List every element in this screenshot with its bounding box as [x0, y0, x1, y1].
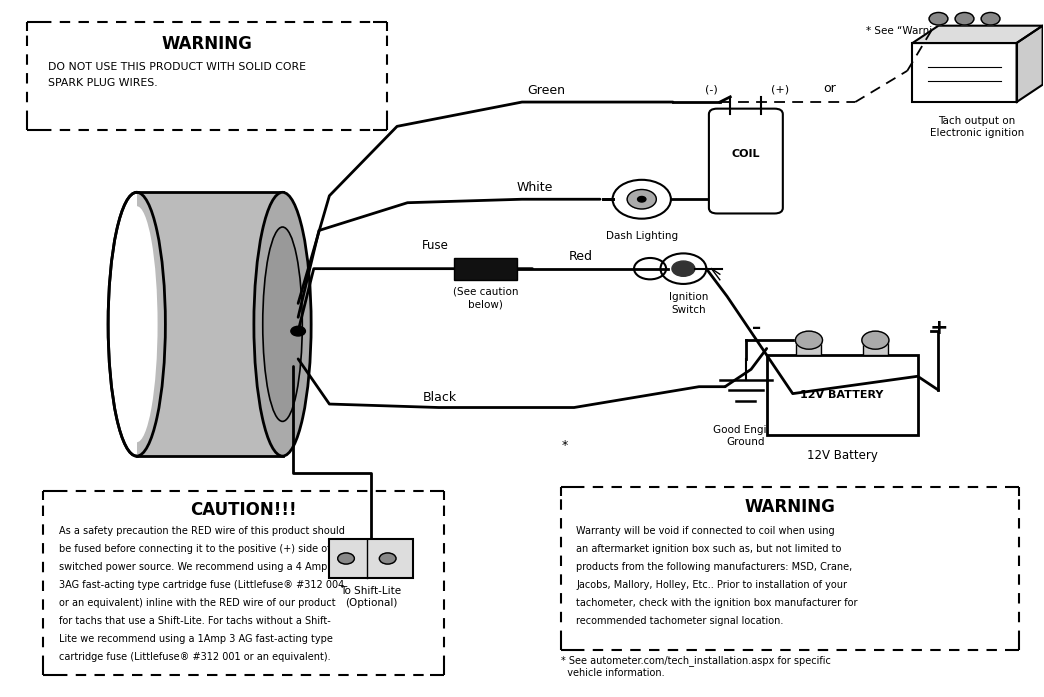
FancyBboxPatch shape: [912, 43, 1017, 102]
Text: recommended tachometer signal location.: recommended tachometer signal location.: [576, 615, 783, 626]
Circle shape: [981, 13, 1000, 25]
Circle shape: [929, 13, 948, 25]
Text: tachometer, check with the ignition box manufacturer for: tachometer, check with the ignition box …: [576, 598, 857, 608]
FancyBboxPatch shape: [709, 109, 783, 213]
Text: Jacobs, Mallory, Holley, Etc.. Prior to installation of your: Jacobs, Mallory, Holley, Etc.. Prior to …: [576, 580, 847, 590]
Text: Ground: Ground: [727, 437, 765, 447]
Text: Green: Green: [527, 84, 565, 97]
Text: White: White: [517, 181, 553, 194]
Ellipse shape: [109, 192, 165, 456]
FancyBboxPatch shape: [454, 258, 517, 279]
Text: * See “Warning” below: * See “Warning” below: [865, 26, 984, 36]
Text: Good Engine: Good Engine: [713, 425, 779, 435]
Text: Ignition: Ignition: [669, 292, 708, 302]
FancyBboxPatch shape: [863, 340, 887, 355]
Text: *: *: [562, 439, 568, 452]
Text: 3AG fast-acting type cartridge fuse (Littlefuse® #312 004: 3AG fast-acting type cartridge fuse (Lit…: [58, 580, 343, 590]
Text: or an equivalent) inline with the RED wire of our product: or an equivalent) inline with the RED wi…: [58, 598, 335, 608]
Text: * See autometer.com/tech_installation.aspx for specific
  vehicle information.: * See autometer.com/tech_installation.as…: [561, 655, 830, 678]
Circle shape: [291, 326, 306, 336]
Text: 12V BATTERY: 12V BATTERY: [801, 390, 884, 400]
Circle shape: [796, 331, 823, 349]
Text: To Shift-Lite: To Shift-Lite: [340, 586, 402, 596]
Ellipse shape: [116, 206, 158, 442]
Text: Fuse: Fuse: [422, 239, 449, 252]
Text: below): below): [468, 299, 503, 309]
Text: Warranty will be void if connected to coil when using: Warranty will be void if connected to co…: [576, 526, 835, 535]
Text: WARNING: WARNING: [162, 35, 253, 53]
Text: Red: Red: [569, 250, 593, 263]
FancyBboxPatch shape: [766, 355, 918, 436]
Text: WARNING: WARNING: [744, 498, 835, 516]
Text: Black: Black: [423, 391, 457, 404]
Polygon shape: [1017, 26, 1043, 102]
Text: Switch: Switch: [671, 305, 706, 315]
Text: switched power source. We recommend using a 4 Amp,: switched power source. We recommend usin…: [58, 562, 330, 572]
Text: 12V Battery: 12V Battery: [807, 449, 878, 462]
Ellipse shape: [263, 227, 303, 422]
Circle shape: [955, 13, 974, 25]
Text: (Optional): (Optional): [345, 599, 397, 608]
Text: (+): (+): [772, 85, 789, 95]
Text: Dash Lighting: Dash Lighting: [606, 231, 678, 241]
Text: Electronic ignition: Electronic ignition: [930, 128, 1024, 139]
Text: –: –: [752, 319, 761, 337]
Text: for tachs that use a Shift-Lite. For tachs without a Shift-: for tachs that use a Shift-Lite. For tac…: [58, 615, 330, 626]
Text: an aftermarket ignition box such as, but not limited to: an aftermarket ignition box such as, but…: [576, 544, 841, 553]
Circle shape: [638, 197, 646, 202]
Circle shape: [627, 190, 657, 209]
Text: CAUTION!!!: CAUTION!!!: [190, 501, 296, 519]
FancyBboxPatch shape: [137, 192, 283, 456]
Ellipse shape: [254, 192, 311, 456]
Circle shape: [337, 553, 354, 564]
Text: Lite we recommend using a 1Amp 3 AG fast-acting type: Lite we recommend using a 1Amp 3 AG fast…: [58, 634, 333, 644]
Text: COIL: COIL: [732, 149, 760, 159]
Circle shape: [672, 261, 695, 276]
Text: As a safety precaution the RED wire of this product should: As a safety precaution the RED wire of t…: [58, 526, 345, 535]
Text: or: or: [823, 82, 835, 95]
Text: +: +: [929, 318, 948, 337]
Circle shape: [862, 331, 888, 349]
Text: be fused before connecting it to the positive (+) side of: be fused before connecting it to the pos…: [58, 544, 330, 553]
FancyBboxPatch shape: [329, 539, 412, 578]
Text: cartridge fuse (Littlefuse® #312 001 or an equivalent).: cartridge fuse (Littlefuse® #312 001 or …: [58, 652, 330, 662]
Text: (See caution: (See caution: [453, 286, 518, 297]
Circle shape: [379, 553, 396, 564]
Text: products from the following manufacturers: MSD, Crane,: products from the following manufacturer…: [576, 562, 852, 572]
Text: SPARK PLUG WIRES.: SPARK PLUG WIRES.: [48, 78, 158, 88]
Text: (-): (-): [705, 85, 718, 95]
Polygon shape: [912, 26, 1043, 43]
Text: Tach output on: Tach output on: [939, 116, 1016, 126]
Text: DO NOT USE THIS PRODUCT WITH SOLID CORE: DO NOT USE THIS PRODUCT WITH SOLID CORE: [48, 63, 306, 72]
FancyBboxPatch shape: [797, 340, 822, 355]
